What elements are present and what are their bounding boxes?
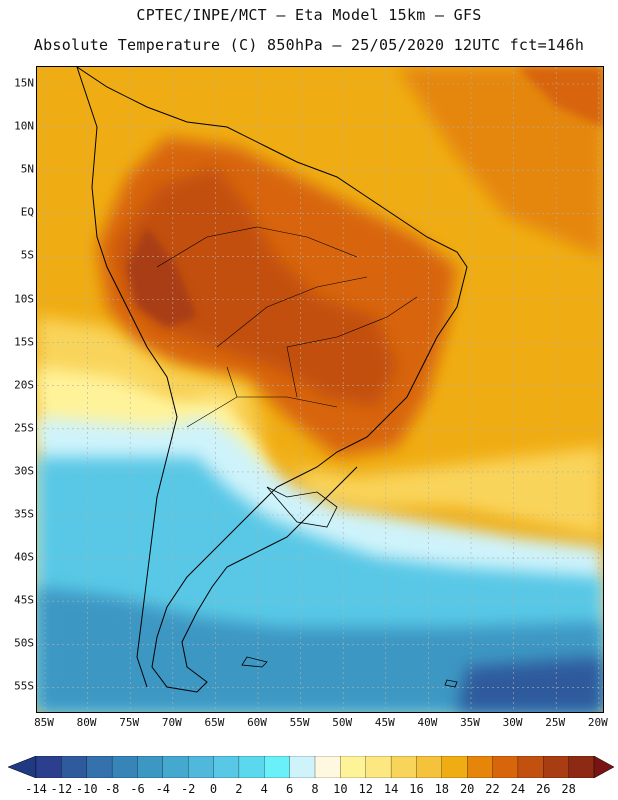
colorbar-swatch-16 <box>441 756 468 778</box>
temperature-map[interactable] <box>36 66 604 713</box>
colorbar-swatch-18 <box>492 756 519 778</box>
map-title-line-2: Absolute Temperature (C) 850hPa – 25/05/… <box>33 36 585 54</box>
colorbar-label: -12 <box>50 782 73 796</box>
colorbar-swatch-6 <box>188 756 215 778</box>
lon-label-80W: 80W <box>76 716 97 729</box>
colorbar-label: -10 <box>75 782 98 796</box>
hot-continent <box>117 167 397 407</box>
colorbar-label: -8 <box>104 782 120 796</box>
lon-label-30W: 30W <box>502 716 523 729</box>
lon-label-35W: 35W <box>460 716 480 729</box>
lat-label-45S: 45S <box>14 593 34 607</box>
colorbar-label: 20 <box>459 782 475 796</box>
lon-label-85W: 85W <box>34 716 54 729</box>
lon-label-65W: 65W <box>204 716 225 729</box>
islands <box>241 656 458 688</box>
colorbar-label: 2 <box>235 782 243 796</box>
country-borders <box>156 226 418 428</box>
hottest-core <box>127 227 197 327</box>
lat-label-25S: 25S <box>14 421 34 435</box>
colorbar-swatch-2 <box>86 756 113 778</box>
colorbar-swatch-11 <box>314 756 342 778</box>
colorbar-swatch-19 <box>517 756 544 778</box>
mild-transition-band <box>37 317 603 537</box>
lon-label-20W: 20W <box>587 716 608 729</box>
colorbar-swatch-21 <box>568 756 595 778</box>
lat-label-15N: 15N <box>14 76 34 90</box>
graticule <box>37 67 603 712</box>
colorbar-label: 14 <box>383 782 399 796</box>
colorbar-under-arrow <box>8 756 37 778</box>
colorbar-swatch-1 <box>61 756 88 778</box>
colorbar-label: 8 <box>311 782 319 796</box>
temperature-colorbar <box>8 756 614 778</box>
lon-label-45W: 45W <box>374 716 395 729</box>
colorbar-swatch-8 <box>238 756 265 778</box>
colorbar-label: 26 <box>536 782 551 796</box>
colorbar-label: 24 <box>510 782 526 796</box>
colorbar-label: 6 <box>286 782 294 796</box>
colorbar-swatch-10 <box>289 756 316 778</box>
colorbar-label: 16 <box>409 782 424 796</box>
colorbar-swatch-5 <box>162 756 189 778</box>
colorbar-label: -14 <box>25 782 47 796</box>
colorbar-swatch-4 <box>137 756 164 778</box>
colorbar-label: 0 <box>209 782 218 796</box>
colorbar-label: 18 <box>434 782 450 796</box>
lon-label-55W: 55W <box>289 716 310 729</box>
lon-label-60W: 60W <box>247 716 267 729</box>
lat-label-20S: 20S <box>14 378 34 392</box>
colorbar-label: 10 <box>333 782 348 796</box>
lon-label-70W: 70W <box>161 716 182 729</box>
colorbar-swatch-7 <box>213 756 240 778</box>
lat-label-30S: 30S <box>14 464 34 478</box>
lat-label-5S: 5S <box>20 248 34 262</box>
lat-label-5N: 5N <box>20 162 34 176</box>
lon-label-25W: 25W <box>545 716 566 729</box>
colorbar-swatch-14 <box>390 756 418 778</box>
hot-patch-northeast <box>517 67 603 127</box>
cold-region <box>37 587 603 712</box>
coldest-patch <box>457 657 603 712</box>
west-coastline <box>76 67 178 688</box>
rio-de-la-plata <box>266 486 338 528</box>
colorbar-label: 22 <box>485 782 500 796</box>
colorbar-label: 4 <box>260 782 268 796</box>
lat-label-40S: 40S <box>14 550 34 564</box>
colorbar-swatch-17 <box>467 756 494 778</box>
colorbar-swatch-12 <box>340 756 367 778</box>
lon-label-50W: 50W <box>332 716 353 729</box>
lat-label-10S: 10S <box>14 292 34 305</box>
colorbar-label: 28 <box>561 782 576 796</box>
colorbar-label: -4 <box>155 782 171 796</box>
colorbar-swatch-3 <box>111 756 139 778</box>
colorbar-label: -6 <box>130 782 145 796</box>
colorbar-label: -2 <box>180 782 196 796</box>
lat-label-10N: 10N <box>14 119 34 133</box>
lat-label-55S: 55S <box>14 679 34 693</box>
colorbar-swatch-13 <box>365 756 392 778</box>
colorbar-over-arrow <box>593 756 614 778</box>
colorbar-swatch-20 <box>543 756 570 778</box>
temperature-field <box>37 67 603 712</box>
map-title-line-1: CPTEC/INPE/MCT – Eta Model 15km – GFS <box>136 6 482 24</box>
lon-label-75W: 75W <box>119 716 140 729</box>
lat-label-15S: 15S <box>14 335 34 349</box>
colorbar-swatch-15 <box>416 756 443 778</box>
lat-label-35S: 35S <box>14 507 34 521</box>
warm-band-northeast <box>397 67 603 257</box>
lat-label-EQ: EQ <box>20 205 34 219</box>
colorbar-swatch-9 <box>264 756 291 778</box>
colorbar-label: 12 <box>358 782 373 796</box>
colorbar-swatch-0 <box>35 756 63 778</box>
lon-label-40W: 40W <box>417 716 438 729</box>
lat-label-50S: 50S <box>14 636 34 650</box>
south-america-coastline <box>76 67 468 693</box>
